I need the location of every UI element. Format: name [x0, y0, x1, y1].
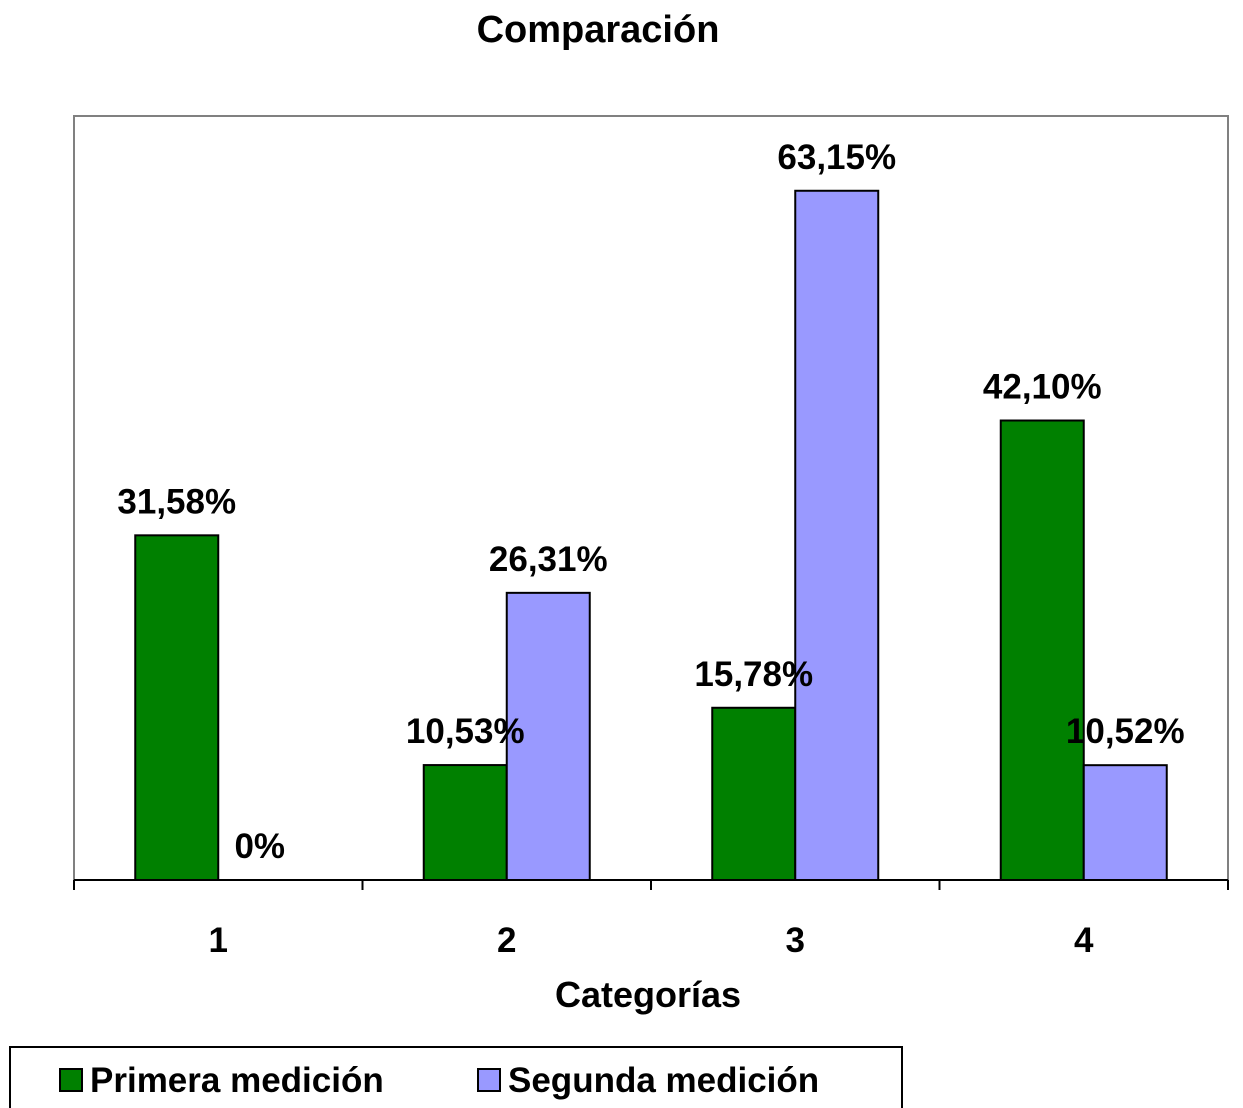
data-label: 10,53%	[406, 712, 525, 751]
bar	[1082, 764, 1168, 881]
bar	[711, 706, 797, 882]
data-label: 31,58%	[117, 482, 236, 521]
data-labels-group: 31,58% 0% 10,53% 26,31% 15,78% 63,15% 42,10% 10…	[117, 138, 1184, 866]
x-axis-tick-labels: 1 2 3 4	[209, 921, 1095, 960]
legend-label: Primera medición	[90, 1061, 384, 1100]
legend-swatch	[477, 1068, 501, 1092]
x-tick-label: 2	[497, 921, 516, 960]
legend: Primera medición Segunda medición	[59, 1061, 819, 1100]
data-label: 15,78%	[694, 655, 813, 694]
bar	[505, 591, 591, 881]
x-tick-label: 4	[1074, 921, 1094, 960]
bar	[134, 534, 220, 881]
bars-group	[134, 189, 1168, 882]
chart-title: Comparación	[477, 9, 720, 51]
data-label: 0%	[234, 827, 285, 866]
data-label: 10,52%	[1066, 712, 1185, 751]
data-label: 26,31%	[489, 540, 608, 579]
data-label: 63,15%	[777, 138, 896, 177]
legend-swatch	[59, 1068, 83, 1092]
legend-label: Segunda medición	[508, 1061, 819, 1100]
x-axis-ticks	[73, 880, 1229, 890]
data-label: 42,10%	[983, 368, 1102, 407]
bar	[999, 419, 1085, 881]
x-axis-title: Categorías	[555, 974, 741, 1015]
x-tick-label: 3	[786, 921, 805, 960]
x-tick-label: 1	[209, 921, 228, 960]
bar	[794, 189, 880, 881]
bar	[422, 764, 508, 881]
legend-box	[9, 1046, 903, 1108]
